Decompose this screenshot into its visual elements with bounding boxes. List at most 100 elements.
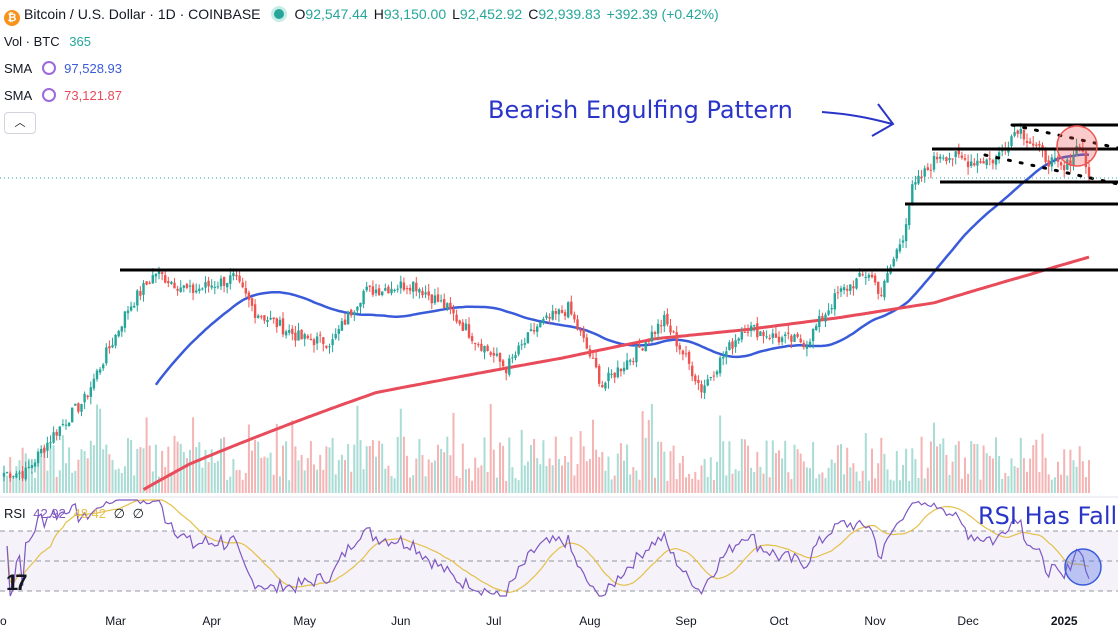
symbol-title[interactable]: Bitcoin / U.S. Dollar · 1D · COINBASE xyxy=(24,6,261,22)
volume-bar xyxy=(232,459,235,493)
volume-bar xyxy=(991,458,994,493)
candle xyxy=(607,372,610,382)
volume-bar xyxy=(440,448,443,493)
candle xyxy=(836,292,840,294)
candle xyxy=(694,375,697,382)
candle xyxy=(40,448,43,454)
candle xyxy=(281,318,285,335)
volume-bar xyxy=(229,476,232,493)
candle xyxy=(818,316,821,328)
volume-bar xyxy=(802,461,805,493)
collapse-legend-button[interactable]: ︿ xyxy=(4,112,36,134)
candle xyxy=(526,332,530,344)
candle xyxy=(554,311,557,314)
candle xyxy=(811,328,815,342)
volume-bar xyxy=(995,437,997,493)
volume-bar xyxy=(303,470,306,493)
candle xyxy=(371,286,375,295)
volume-bar xyxy=(709,457,712,493)
drawings: Bearish Engulfing Pattern xyxy=(0,96,1118,272)
candle xyxy=(728,342,731,350)
candle xyxy=(824,314,827,322)
volume-bar xyxy=(638,479,641,493)
rsi-highlight-circle xyxy=(1064,548,1102,586)
volume-legend[interactable]: Vol · BTC 365 xyxy=(4,34,91,49)
volume-bar xyxy=(288,480,291,493)
volume-bar xyxy=(365,446,368,493)
volume-bar xyxy=(607,456,610,493)
volume-bar xyxy=(1081,461,1084,493)
volume-bar xyxy=(30,471,33,493)
annotation-bearish-engulfing: Bearish Engulfing Pattern xyxy=(488,96,793,124)
volume-bar xyxy=(716,461,718,493)
candle xyxy=(362,291,365,305)
volume-bar xyxy=(1035,439,1038,493)
volume-bar xyxy=(573,475,576,493)
candle xyxy=(722,357,725,359)
volume-bar xyxy=(778,450,780,493)
volume-bar xyxy=(393,478,396,493)
volume-bar xyxy=(269,452,272,493)
candle xyxy=(216,286,220,288)
candle xyxy=(740,332,743,340)
volume-bar xyxy=(204,449,207,493)
volume-bar xyxy=(936,446,939,493)
candle xyxy=(1066,159,1069,170)
candle xyxy=(300,329,303,340)
sma-fast-legend[interactable]: SMA 97,528.93 xyxy=(4,61,122,76)
volume-bar xyxy=(743,439,746,493)
volume-bar xyxy=(3,474,5,493)
candle xyxy=(1069,160,1072,166)
candle xyxy=(1010,136,1013,147)
candle xyxy=(98,369,102,373)
candle xyxy=(687,351,691,364)
sma-fast-value: 97,528.93 xyxy=(64,61,123,76)
volume-bar xyxy=(483,437,486,493)
volume-bar xyxy=(871,448,873,493)
candle xyxy=(390,288,393,294)
volume-bar xyxy=(68,447,71,493)
candle xyxy=(213,286,216,288)
sma-lines xyxy=(142,153,1090,491)
volume-bar xyxy=(533,438,536,493)
candle xyxy=(966,161,970,168)
candle xyxy=(855,278,858,289)
candle xyxy=(749,325,753,331)
volume-bar xyxy=(1032,445,1035,493)
volume-bar xyxy=(787,472,790,493)
volume-bar xyxy=(545,466,548,493)
candle xyxy=(681,350,685,355)
ohlc-close-value: 92,939.83 xyxy=(538,6,601,22)
rsi-legend[interactable]: RSI 42.92 48.42 ∅ ∅ xyxy=(4,506,144,522)
volume-bar xyxy=(988,455,991,493)
volume-bar xyxy=(216,460,219,493)
volume-bar xyxy=(1010,458,1013,493)
sma-slow-legend[interactable]: SMA 73,121.87 xyxy=(4,88,122,103)
candle xyxy=(867,274,871,278)
candle xyxy=(951,158,954,160)
candle xyxy=(957,150,960,155)
volume-bar xyxy=(821,472,824,493)
volume-bar xyxy=(260,457,263,493)
volume-bars xyxy=(3,403,1090,493)
volume-bar xyxy=(827,467,830,493)
candle xyxy=(774,333,778,338)
volume-bar xyxy=(1072,460,1075,493)
volume-bar xyxy=(353,444,356,493)
candle xyxy=(52,432,55,443)
volume-bar xyxy=(954,444,957,493)
candle xyxy=(920,176,923,178)
candle xyxy=(43,447,46,453)
volume-bar xyxy=(694,471,697,493)
candle xyxy=(238,275,241,282)
volume-bar xyxy=(486,471,489,493)
volume-bar xyxy=(294,446,297,493)
volume-bar xyxy=(226,479,229,493)
candle xyxy=(111,345,114,348)
volume-bar xyxy=(207,462,210,493)
tick-label: Jun xyxy=(391,614,410,628)
candle xyxy=(402,282,406,290)
rsi-label: RSI xyxy=(4,506,26,521)
volume-bar xyxy=(1026,471,1028,493)
